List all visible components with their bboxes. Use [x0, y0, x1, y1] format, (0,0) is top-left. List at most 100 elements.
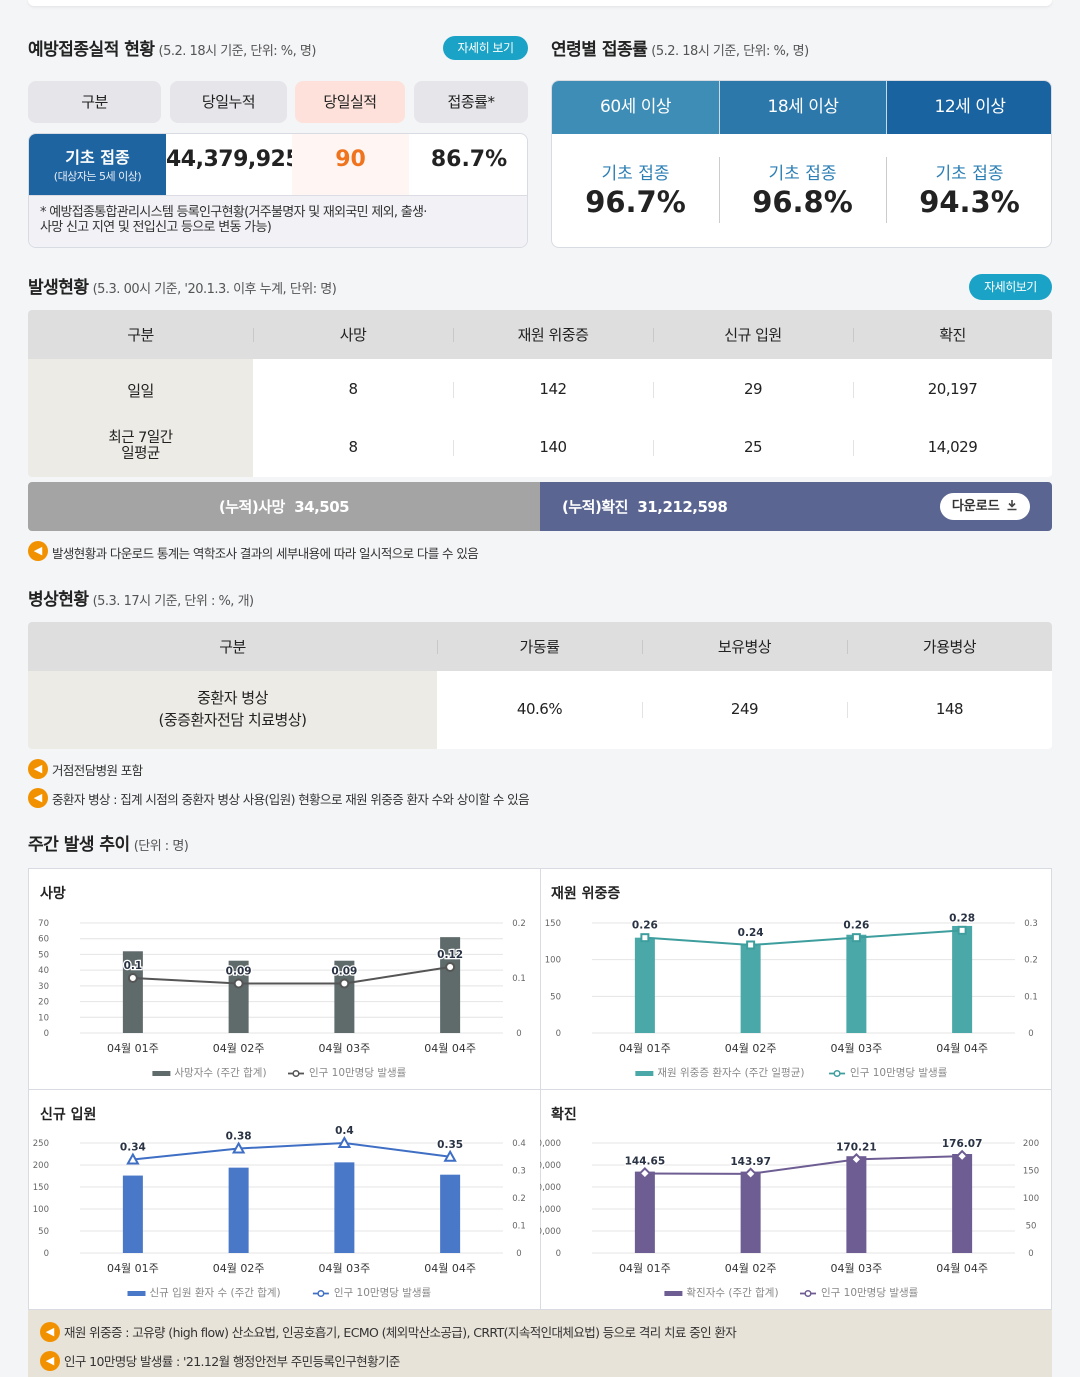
- age12-label: 기초 접종: [886, 159, 1052, 184]
- vaccine-section-title: 예방접종실적 현황 (5.2. 18시 기준, 단위: %, 명): [28, 35, 316, 60]
- legend-line-label: 인구 10만명당 발생률: [334, 1287, 432, 1299]
- beds-row-label-2: (중증환자전담 치료병상): [28, 709, 437, 730]
- x-tick-label: 04월 01주: [619, 1262, 671, 1275]
- x-tick-label: 04월 01주: [107, 1042, 159, 1055]
- y-tick-label: 50: [38, 950, 49, 960]
- y-tick-label: 60: [38, 935, 49, 945]
- vaccine-header-cumulative: 당일누적: [170, 81, 287, 123]
- legend-line-label: 인구 10만명당 발생률: [309, 1067, 407, 1079]
- age-tab-12[interactable]: 12세 이상: [886, 81, 1052, 134]
- age-tab-60[interactable]: 60세 이상: [552, 81, 719, 134]
- age-section-title: 연령별 접종률 (5.2. 18시 기준, 단위: %, 명): [551, 35, 809, 60]
- rate-point: [446, 963, 454, 971]
- beds-title: 병상현황: [28, 590, 89, 610]
- chart-confirmed-title: 확진: [551, 1104, 577, 1124]
- outbreak-header-severe: 재원 위중증: [453, 324, 653, 345]
- weekly-notes-box: ◀ 재원 위중증 : 고유량 (high flow) 산소요법, 인공호흡기, …: [28, 1310, 1052, 1377]
- legend-line-marker: [834, 1071, 840, 1077]
- legend-bar-label: 확진자수 (주간 합계): [686, 1286, 778, 1299]
- rate-point: [129, 974, 137, 982]
- y-tick-label: 150: [545, 919, 561, 929]
- weekly-note1: 재원 위중증 : 고유량 (high flow) 산소요법, 인공호흡기, EC…: [64, 1322, 736, 1341]
- y2-tick-label: 150: [1023, 1167, 1039, 1177]
- y2-tick-label: 0.1: [512, 974, 526, 984]
- y2-tick-label: 0.3: [1024, 919, 1038, 929]
- x-tick-label: 04월 03주: [831, 1262, 883, 1275]
- bar: [846, 935, 866, 1033]
- x-tick-label: 04월 04주: [424, 1262, 476, 1275]
- legend-line-label: 인구 10만명당 발생률: [850, 1067, 948, 1079]
- vaccine-footnote-box: * 예방접종통합관리시스템 등록인구현황(거주불명자 및 재외국민 제외, 출생…: [29, 195, 528, 248]
- y-tick-label: 100: [33, 1205, 49, 1215]
- row-daily-label: 일일: [28, 380, 253, 401]
- rate-line: [133, 1143, 450, 1160]
- data-label: 0.35: [437, 1139, 463, 1151]
- cumulative-confirmed-bar: (누적)확진 31,212,598 다운로드: [540, 482, 1052, 531]
- vaccine-detail-button[interactable]: 자세히 보기: [443, 36, 528, 60]
- row-week-label-1: 최근 7일간: [28, 430, 253, 446]
- y2-tick-label: 0: [1028, 1029, 1033, 1039]
- x-tick-label: 04월 03주: [831, 1042, 883, 1055]
- cum-death-label: (누적)사망: [219, 498, 285, 516]
- y2-tick-label: 50: [1026, 1222, 1037, 1232]
- bar: [635, 938, 655, 1033]
- x-tick-label: 04월 04주: [936, 1262, 988, 1275]
- rate-line: [645, 930, 962, 945]
- data-label: 0.26: [843, 920, 869, 932]
- x-tick-label: 04월 03주: [319, 1042, 371, 1055]
- vaccine-footnote-line2: 사망 신고 지연 및 전입신고 등으로 변동 가능): [40, 220, 271, 235]
- data-label: 176.07: [942, 1138, 983, 1150]
- outbreak-detail-button[interactable]: 자세히보기: [969, 274, 1052, 300]
- y-tick-label: 250: [33, 1139, 49, 1149]
- x-tick-label: 04월 02주: [725, 1042, 777, 1055]
- rate-point: [235, 980, 243, 988]
- data-label: 143.97: [730, 1156, 771, 1168]
- y-tick-label: 150: [33, 1183, 49, 1193]
- rate-point: [340, 980, 348, 988]
- y-tick-label: 20: [38, 998, 49, 1008]
- legend-bar-swatch: [664, 1291, 682, 1296]
- vaccine-header-rate: 접종률*: [414, 81, 528, 123]
- beds-rate-value: 40.6%: [437, 700, 642, 718]
- age-subtitle: (5.2. 18시 기준, 단위: %, 명): [651, 44, 808, 59]
- legend-bar-swatch: [128, 1291, 146, 1296]
- rate-point: [959, 927, 966, 934]
- legend-line-label: 인구 10만명당 발생률: [821, 1287, 919, 1299]
- y2-tick-label: 0: [1028, 1249, 1033, 1259]
- data-label: 0.34: [120, 1142, 146, 1154]
- beds-table: 구분 가동률 보유병상 가용병상 중환자 병상 (중증환자전담 치료병상) 40…: [28, 622, 1052, 749]
- y-tick-label: 60,000: [540, 1183, 561, 1193]
- y-tick-label: 200: [33, 1161, 49, 1171]
- data-label: 170.21: [836, 1141, 877, 1153]
- bar: [123, 1176, 143, 1253]
- top-card-edge: [28, 0, 1052, 6]
- x-tick-label: 04월 02주: [213, 1042, 265, 1055]
- data-label: 0.09: [331, 966, 357, 978]
- speaker-icon: ◀: [28, 541, 48, 561]
- bar: [741, 944, 761, 1033]
- beds-subtitle: (5.3. 17시 기준, 단위 : %, 개): [93, 594, 254, 609]
- week-death: 8: [253, 438, 453, 456]
- weekly-title: 주간 발생 추이: [28, 835, 130, 855]
- x-tick-label: 04월 03주: [319, 1262, 371, 1275]
- y-tick-label: 100: [545, 956, 561, 966]
- legend-bar-label: 신규 입원 환자 수 (주간 합계): [150, 1286, 281, 1299]
- age-tab-18[interactable]: 18세 이상: [719, 81, 886, 134]
- download-button[interactable]: 다운로드: [940, 493, 1030, 520]
- data-label: 0.38: [226, 1131, 252, 1143]
- age18-value: 96.8%: [719, 185, 886, 219]
- x-tick-label: 04월 02주: [725, 1262, 777, 1275]
- weekly-section-title: 주간 발생 추이 (단위 : 명): [28, 830, 188, 855]
- x-tick-label: 04월 02주: [213, 1262, 265, 1275]
- beds-header-rate: 가동률: [437, 636, 642, 657]
- legend-bar-swatch: [635, 1071, 653, 1076]
- y-tick-label: 100,000: [540, 1139, 561, 1149]
- week-confirmed: 14,029: [853, 438, 1052, 456]
- y2-tick-label: 0.3: [512, 1167, 526, 1177]
- data-label: 0.28: [949, 912, 975, 924]
- beds-available-value: 148: [847, 700, 1052, 718]
- age12-value: 94.3%: [886, 185, 1052, 219]
- y-tick-label: 40: [38, 966, 49, 976]
- outbreak-section-title: 발생현황 (5.3. 00시 기준, '20.1.3. 이후 누계, 단위: 명): [28, 273, 336, 298]
